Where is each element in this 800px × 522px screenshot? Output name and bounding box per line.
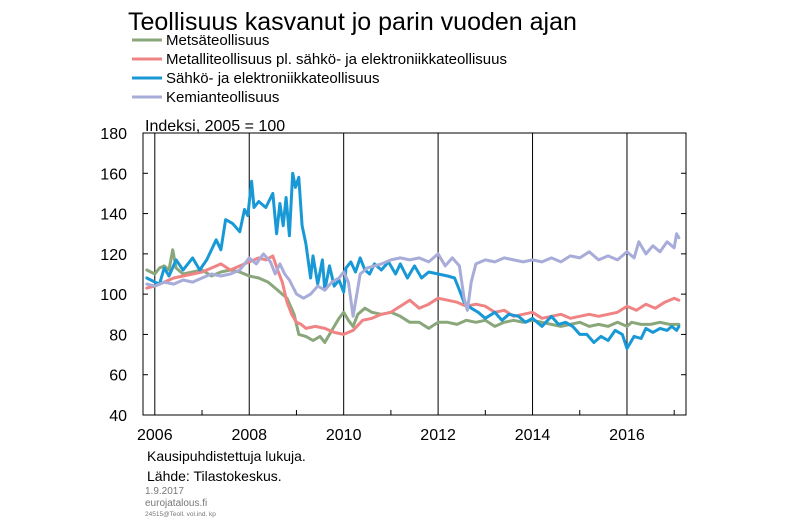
legend-label: Sähkö- ja elektroniikkateollisuus xyxy=(166,70,379,87)
legend-label: Kemianteollisuus xyxy=(166,89,279,106)
footer-site: eurojatalous.fi xyxy=(145,498,207,509)
series-line-3 xyxy=(145,171,681,350)
footer-date: 1.9.2017 xyxy=(145,486,184,497)
x-tick-label: 2012 xyxy=(420,427,456,444)
grid xyxy=(154,133,628,415)
legend-label: Metsäteollisuus xyxy=(166,32,269,49)
y-tick-label: 60 xyxy=(109,368,127,385)
series-line-4 xyxy=(145,232,681,318)
note-source: Lähde: Tilastokeskus. xyxy=(147,468,282,484)
plot-frame xyxy=(142,132,687,416)
series-lines xyxy=(145,171,681,350)
x-tick-label: 2014 xyxy=(515,427,551,444)
x-tick-label: 2006 xyxy=(137,427,173,444)
footer-code: 24515@Teoll. vol.ind. kp xyxy=(145,511,216,518)
y-tick-label: 140 xyxy=(100,207,127,224)
x-tick-label: 2008 xyxy=(231,427,267,444)
y-tick-label: 100 xyxy=(100,287,127,304)
unit-label: Indeksi, 2005 = 100 xyxy=(145,118,285,135)
y-tick-label: 40 xyxy=(109,408,127,425)
note-seasonal: Kausipuhdistettuja lukuja. xyxy=(147,448,306,464)
y-tick-label: 80 xyxy=(109,327,127,344)
x-axis: 2006 2008 2010 2012 2014 2016 xyxy=(137,410,675,444)
y-axis: 40 60 80 100 120 140 160 180 xyxy=(100,126,686,425)
y-tick-label: 120 xyxy=(100,247,127,264)
y-tick-label: 160 xyxy=(100,166,127,183)
series-line-2 xyxy=(145,254,681,336)
legend: Metsäteollisuus Metalliteollisuus pl. säh… xyxy=(132,32,507,106)
x-tick-label: 2010 xyxy=(326,427,362,444)
y-tick-label: 180 xyxy=(100,126,127,143)
series-line-1 xyxy=(145,248,681,344)
chart-title: Teollisuus kasvanut jo parin vuoden ajan xyxy=(128,8,577,36)
x-tick-label: 2016 xyxy=(609,427,645,444)
legend-label: Metalliteollisuus pl. sähkö- ja elektron… xyxy=(166,51,507,68)
